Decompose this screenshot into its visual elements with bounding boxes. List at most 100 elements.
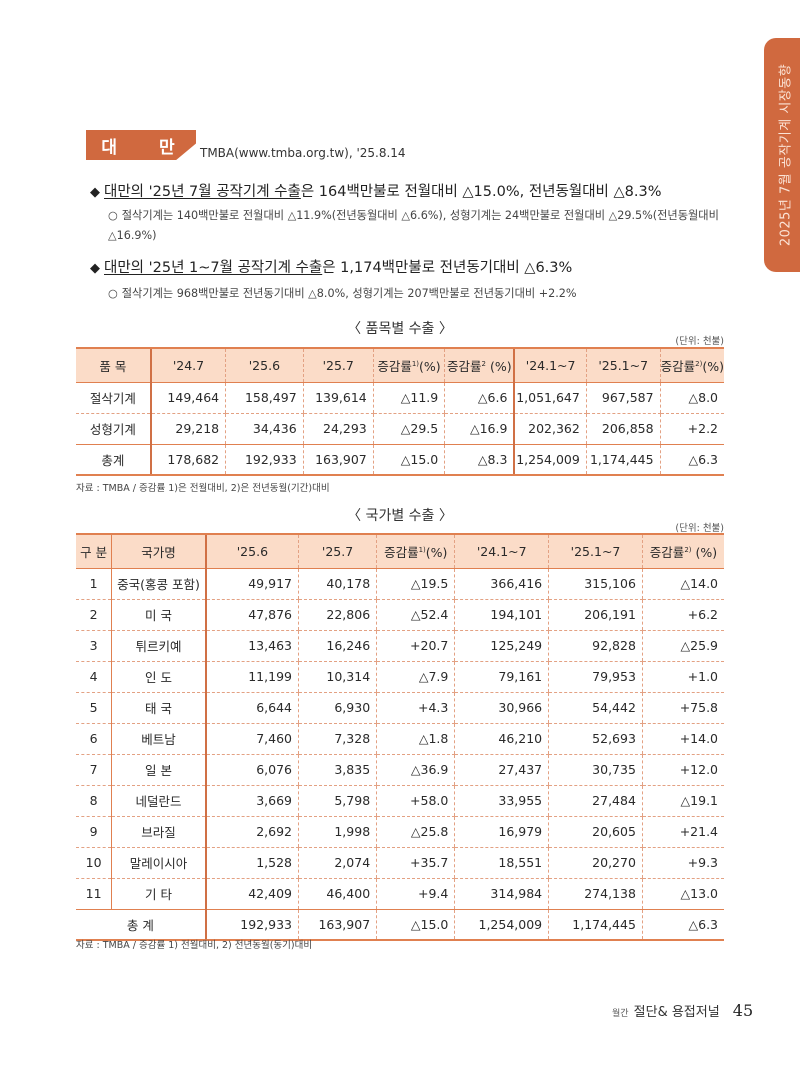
col-item: 품 목: [76, 347, 151, 383]
cell: 1,998: [297, 816, 377, 848]
country-cell: 인 도: [111, 661, 206, 693]
cell: +1.0: [641, 661, 724, 693]
cell: +6.2: [641, 599, 724, 631]
table1-note: 자료 : TMBA / 증감률 1)은 전월대비, 2)은 전년동월(기간)대비: [76, 483, 330, 494]
cell: 46,400: [297, 878, 377, 910]
cell: +2.2: [659, 413, 724, 445]
cell: 194,101: [454, 599, 549, 631]
col-24-ytd: '24.1~7: [454, 533, 549, 569]
cell: 149,464: [149, 382, 226, 414]
col-change-yoy: 증감률2) (%): [641, 533, 724, 569]
col-change-mom: 증감률1)(%): [372, 347, 445, 383]
cell: 1,254,009: [513, 443, 587, 476]
table-row: 11 기 타 42,409 46,400 +9.4 314,984 274,138 △13.0: [76, 878, 724, 910]
bullet-detail: 은 164백만불로 전월대비 △15.0%, 전년동월대비 △8.3%: [300, 184, 662, 200]
cell: 178,682: [149, 443, 226, 476]
source-line: TMBA(www.tmba.org.tw), '25.8.14: [200, 146, 406, 160]
cell: 22,806: [297, 599, 377, 631]
page-number: 45: [732, 1001, 754, 1020]
country-export-table: 구 분 국가명 '25.6 '25.7 증감률1)(%) '24.1~7 '25…: [76, 533, 724, 941]
cell: 125,249: [454, 630, 549, 662]
cell: 16,979: [454, 816, 549, 848]
cell: △29.5: [372, 413, 445, 445]
col-25-6: '25.6: [225, 347, 304, 383]
cell: 3,669: [204, 785, 299, 817]
bullet-headline: 대만의 '25년 7월 공작기계 수출: [104, 184, 301, 200]
cell: 5,798: [297, 785, 377, 817]
cell: 49,917: [204, 568, 299, 600]
cell: 54,442: [548, 692, 643, 724]
cell: 79,161: [454, 661, 549, 693]
country-cell: 태 국: [111, 692, 206, 724]
cell: 79,953: [548, 661, 643, 693]
cell: 92,828: [548, 630, 643, 662]
diamond-bullet-icon: ◆: [90, 185, 100, 200]
cell: △11.9: [372, 382, 445, 414]
cell: △14.0: [641, 568, 724, 600]
rank-cell: 1: [76, 568, 112, 600]
country-cell: 네덜란드: [111, 785, 206, 817]
cell: △25.9: [641, 630, 724, 662]
cell: 1,051,647: [513, 382, 587, 414]
cell: 1,254,009: [454, 908, 549, 941]
col-rank: 구 분: [76, 533, 112, 569]
cell: △25.8: [376, 816, 455, 848]
cell: 18,551: [454, 847, 549, 879]
cell: 7,460: [204, 723, 299, 755]
cell: △6.3: [659, 443, 724, 476]
country-cell: 일 본: [111, 754, 206, 786]
cell: 139,614: [302, 382, 374, 414]
cell: 47,876: [204, 599, 299, 631]
side-tab-label: 2025년 7월 공작기계 시장동향: [778, 63, 794, 247]
cell: △13.0: [641, 878, 724, 910]
col-change-yoy: 증감률2 (%): [444, 347, 515, 383]
bullet-detail: 은 1,174백만불로 전년동기대비 △6.3%: [322, 260, 573, 276]
cell: +14.0: [641, 723, 724, 755]
side-section-tab: 2025년 7월 공작기계 시장동향: [764, 38, 800, 272]
cell: 10,314: [297, 661, 377, 693]
footer-prefix: 월간: [612, 1009, 629, 1019]
row-label: 성형기계: [76, 413, 151, 445]
table-total-row: 총 계 192,933 163,907 △15.0 1,254,009 1,174,445…: [76, 908, 724, 941]
cell: 202,362: [513, 413, 587, 445]
cell: 30,735: [548, 754, 643, 786]
col-25-7: '25.7: [302, 347, 374, 383]
table2-note: 자료 : TMBA / 증감률 1) 전월대비, 2) 전년동월(동기)대비: [76, 940, 313, 951]
table2-unit: (단위: 천불): [675, 523, 724, 534]
cell: △8.0: [659, 382, 724, 414]
cell: 163,907: [297, 908, 377, 941]
table-row: 8 네덜란드 3,669 5,798 +58.0 33,955 27,484 △19.1: [76, 785, 724, 817]
cell: +75.8: [641, 692, 724, 724]
cell: 315,106: [548, 568, 643, 600]
magazine-name: 절단& 용접저널: [633, 1005, 720, 1020]
cell: △15.0: [376, 908, 455, 941]
row-label: 절삭기계: [76, 382, 151, 414]
cell: 366,416: [454, 568, 549, 600]
rank-cell: 10: [76, 847, 112, 879]
bullet-monthly-export: ◆ 대만의 '25년 7월 공작기계 수출은 164백만불로 전월대비 △15.0…: [90, 180, 661, 201]
country-cell: 말레이시아: [111, 847, 206, 879]
sub-bullet-text: 절삭기계는 968백만불로 전년동기대비 △8.0%, 성형기계는 207백만불…: [121, 287, 577, 300]
total-label: 총 계: [76, 908, 206, 941]
col-country: 국가명: [111, 533, 206, 569]
country-cell: 베트남: [111, 723, 206, 755]
sub-bullet-ytd: ○ 절삭기계는 968백만불로 전년동기대비 △8.0%, 성형기계는 207백만…: [108, 284, 738, 304]
cell: 967,587: [585, 382, 661, 414]
cell: 33,955: [454, 785, 549, 817]
page-footer: 월간 절단& 용접저널 45: [612, 1001, 753, 1020]
table-header-row: 품 목 '24.7 '25.6 '25.7 증감률1)(%) 증감률2 (%) …: [76, 347, 724, 383]
sub-bullet-monthly: ○ 절삭기계는 140백만불로 전월대비 △11.9%(전년동월대비 △6.6%)…: [108, 206, 738, 246]
cell: 27,437: [454, 754, 549, 786]
cell: +9.4: [376, 878, 455, 910]
cell: 34,436: [225, 413, 304, 445]
table-total-row: 총계 178,682 192,933 163,907 △15.0 △8.3 1,…: [76, 443, 724, 476]
cell: +20.7: [376, 630, 455, 662]
bullet-headline: 대만의 '25년 1~7월 공작기계 수출: [104, 260, 323, 276]
cell: 192,933: [225, 443, 304, 476]
cell: +58.0: [376, 785, 455, 817]
cell: +35.7: [376, 847, 455, 879]
cell: 314,984: [454, 878, 549, 910]
